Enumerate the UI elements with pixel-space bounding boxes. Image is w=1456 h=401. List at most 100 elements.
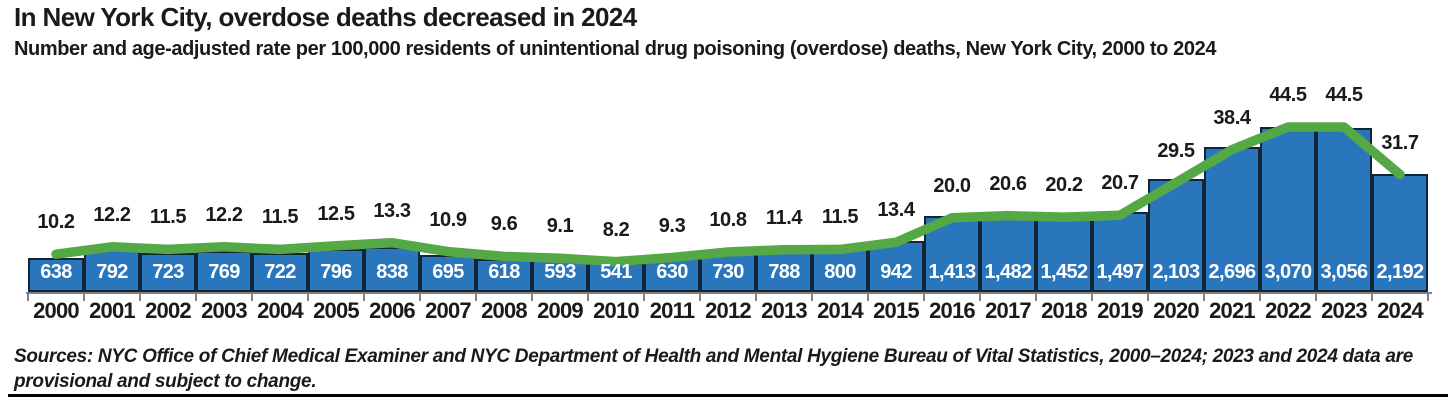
rate-label: 44.5: [1325, 84, 1363, 106]
year-label: 2000: [33, 298, 80, 323]
rate-label: 10.2: [37, 211, 75, 234]
axis-tick: [531, 292, 533, 301]
year-label: 2018: [1041, 298, 1088, 323]
year-label: 2008: [481, 298, 528, 323]
bar-value-label: 792: [96, 261, 128, 283]
axis-tick: [27, 292, 29, 301]
bar-value-label: 630: [656, 261, 688, 283]
axis-tick: [1427, 292, 1429, 301]
year-label: 2017: [985, 298, 1032, 323]
axis-tick: [83, 292, 85, 301]
axis-tick: [979, 292, 981, 301]
bottom-rule: [8, 394, 1448, 397]
sources-note: Sources: NYC Office of Chief Medical Exa…: [14, 346, 1414, 392]
bar-value-label: 1,452: [1040, 261, 1088, 283]
bar-value-label: 723: [152, 261, 184, 283]
axis-tick: [1259, 292, 1261, 301]
year-label: 2013: [761, 298, 808, 323]
rate-label: 9.1: [546, 215, 574, 238]
axis-tick: [1371, 292, 1373, 301]
rate-label: 20.6: [989, 172, 1027, 195]
bar-value-label: 3,070: [1264, 261, 1312, 283]
year-label: 2020: [1153, 298, 1200, 323]
axis-tick: [923, 292, 925, 301]
rate-label: 12.2: [93, 203, 131, 226]
axis-tick: [139, 292, 141, 301]
rate-label: 12.2: [205, 203, 243, 226]
bar-value-label: 618: [488, 261, 520, 283]
bar-value-label: 769: [208, 261, 240, 283]
bar-value-label: 942: [880, 261, 912, 283]
year-label: 2022: [1265, 298, 1312, 323]
bar-value-label: 2,696: [1208, 261, 1256, 283]
axis-tick: [755, 292, 757, 301]
rate-label: 10.8: [709, 209, 747, 231]
year-label: 2007: [425, 298, 472, 323]
rate-label: 29.5: [1157, 139, 1195, 162]
year-label: 2005: [313, 298, 360, 323]
year-label: 2006: [369, 298, 416, 323]
rate-label: 20.2: [1045, 174, 1083, 197]
axis-tick: [643, 292, 645, 301]
bar-value-label: 2,192: [1376, 261, 1424, 283]
axis-tick: [699, 292, 701, 301]
rate-label: 31.7: [1381, 131, 1419, 154]
rate-label: 20.7: [1101, 172, 1139, 195]
year-label: 2019: [1097, 298, 1144, 323]
rate-label: 11.5: [261, 206, 299, 229]
rate-label: 44.5: [1269, 84, 1307, 106]
bar-value-label: 695: [432, 261, 464, 283]
axis-tick: [475, 292, 477, 301]
bar-value-label: 3,056: [1320, 261, 1368, 283]
rate-label: 9.3: [658, 214, 686, 237]
year-label: 2016: [929, 298, 976, 323]
year-label: 2023: [1321, 298, 1368, 323]
axis-tick: [587, 292, 589, 301]
rate-label: 20.0: [933, 174, 971, 197]
axis-tick: [363, 292, 365, 301]
bar-value-label: 838: [376, 261, 408, 283]
rate-label: 8.2: [602, 218, 630, 241]
year-label: 2004: [257, 298, 304, 323]
rate-label: 13.4: [877, 199, 915, 222]
axis-tick: [811, 292, 813, 301]
bar-value-label: 638: [40, 261, 72, 283]
bar-value-label: 788: [768, 261, 800, 283]
axis-tick: [1315, 292, 1317, 301]
rate-label: 13.3: [373, 199, 411, 222]
bar-value-label: 800: [824, 261, 856, 283]
year-label: 2011: [649, 298, 695, 323]
year-label: 2014: [817, 298, 864, 323]
rate-label: 11.4: [765, 206, 803, 229]
bar-value-label: 1,497: [1096, 261, 1144, 283]
rate-label: 12.5: [317, 202, 355, 225]
rate-label: 11.5: [149, 206, 187, 229]
year-label: 2021: [1209, 298, 1256, 323]
year-label: 2001: [89, 298, 136, 323]
bar-value-label: 541: [600, 261, 632, 283]
x-axis-line: [26, 292, 1432, 294]
year-label: 2024: [1377, 298, 1424, 323]
year-label: 2002: [145, 298, 192, 323]
axis-tick: [1147, 292, 1149, 301]
rate-label: 10.9: [429, 208, 467, 231]
bar-value-label: 2,103: [1152, 261, 1200, 283]
axis-tick: [1203, 292, 1205, 301]
chart-subtitle: Number and age-adjusted rate per 100,000…: [14, 38, 1217, 60]
bar-value-label: 730: [712, 261, 744, 283]
bar-value-label: 1,413: [928, 261, 976, 283]
rate-label: 38.4: [1213, 106, 1251, 129]
year-label: 2009: [537, 298, 584, 323]
year-label: 2010: [593, 298, 640, 323]
bar-value-label: 796: [320, 261, 352, 283]
bar-value-label: 593: [544, 261, 576, 283]
rate-label: 11.5: [821, 206, 859, 229]
year-label: 2015: [873, 298, 920, 323]
year-label: 2012: [705, 298, 752, 323]
bar-value-label: 722: [264, 261, 296, 283]
chart-title: In New York City, overdose deaths decrea…: [14, 2, 637, 32]
axis-tick: [195, 292, 197, 301]
axis-tick: [251, 292, 253, 301]
